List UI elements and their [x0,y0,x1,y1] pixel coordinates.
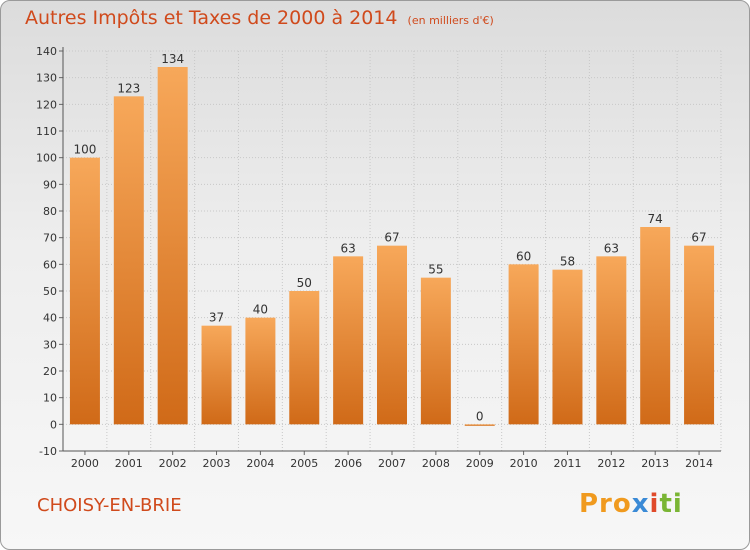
x-tick-label: 2013 [641,457,669,470]
value-label: 63 [604,241,619,255]
value-label: 55 [428,263,443,277]
y-tick-label: 30 [43,338,57,351]
bar-2003[interactable] [201,325,232,425]
value-label: 123 [117,81,140,95]
bar-2012[interactable] [596,256,627,425]
y-tick-label: 90 [43,178,57,191]
chart-subtitle: (en milliers d'€) [407,14,494,27]
x-tick-label: 2002 [159,457,187,470]
value-label: 40 [253,303,268,317]
chart-title: Autres Impôts et Taxes de 2000 à 2014 (e… [25,7,494,29]
bar-chart: 100 123 134 37 40 50 63 67 55 0 60 58 63 74 67 -10 0 10 2… [36,45,722,470]
value-label: 58 [560,255,575,269]
x-tick-label: 2005 [290,457,318,470]
y-tick-label: 50 [43,285,57,298]
value-label: 60 [516,249,531,263]
y-tick-label: 60 [43,258,57,271]
value-label: 100 [73,143,96,157]
y-tick-label: 110 [36,125,57,138]
bar-2010[interactable] [508,264,539,425]
value-label: 67 [384,231,399,245]
x-tick-label: 2009 [466,457,494,470]
bar-2002[interactable] [157,67,188,425]
value-label: 63 [340,241,355,255]
proxiti-logo[interactable]: Proxiti [579,489,683,519]
y-tick-label: 70 [43,232,57,245]
bar-2005[interactable] [289,291,320,425]
value-label: 74 [648,212,663,226]
logo-part-3: i [649,489,660,519]
bar-2000[interactable] [69,157,100,425]
value-label: 37 [209,311,224,325]
value-label: 0 [476,409,484,423]
x-tick-label: 2003 [203,457,231,470]
y-tick-label: 130 [36,72,57,85]
bar-2001[interactable] [113,96,144,425]
x-tick-label: 2004 [246,457,274,470]
y-tick-label: 80 [43,205,57,218]
y-tick-label: -10 [39,445,57,458]
logo-part-1: Pro [579,489,632,519]
city-name: CHOISY-EN-BRIE [37,495,182,516]
logo-part-4: ti [659,489,683,519]
value-label: 67 [691,231,706,245]
bar-2006[interactable] [333,256,364,425]
chart-title-text: Autres Impôts et Taxes de 2000 à 2014 [25,7,398,29]
bar-2007[interactable] [377,245,407,425]
bar-2011[interactable] [552,269,583,425]
x-tick-label: 2010 [510,457,538,470]
bar-2013[interactable] [640,227,671,425]
bar-2004[interactable] [245,317,276,425]
x-tick-label: 2014 [685,457,713,470]
bar-2008[interactable] [420,277,451,425]
y-tick-label: 0 [50,418,57,431]
y-tick-label: 140 [36,45,57,58]
x-tick-label: 2000 [71,457,99,470]
value-label: 134 [161,52,184,66]
y-tick-label: 120 [36,98,57,111]
x-tick-label: 2012 [597,457,625,470]
bar-2009[interactable] [464,424,495,426]
x-tick-label: 2001 [115,457,143,470]
x-tick-label: 2011 [553,457,581,470]
x-tick-label: 2006 [334,457,362,470]
logo-part-2: x [631,489,650,519]
y-tick-label: 100 [36,152,57,165]
x-tick-label: 2007 [378,457,406,470]
y-tick-label: 20 [43,365,57,378]
y-tick-label: 10 [43,392,57,405]
bar-2014[interactable] [684,245,715,425]
y-tick-label: 40 [43,312,57,325]
x-tick-label: 2008 [422,457,450,470]
value-label: 50 [297,276,312,290]
